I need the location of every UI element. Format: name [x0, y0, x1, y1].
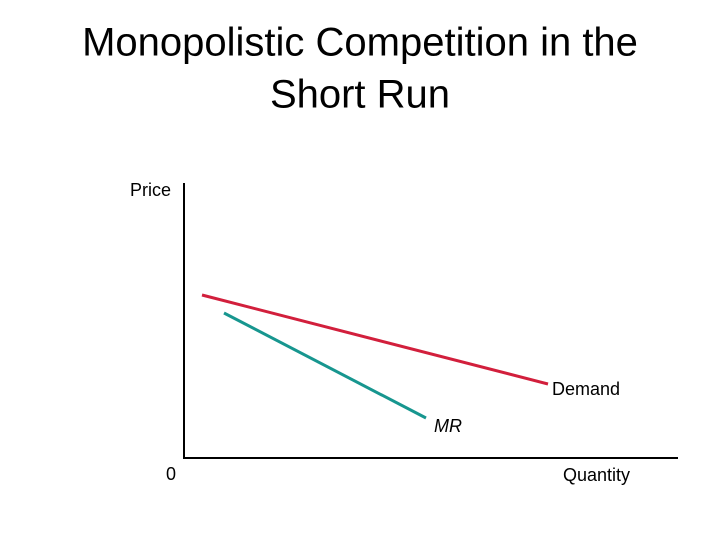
- mr-curve: [223, 311, 427, 420]
- mr-label: MR: [434, 416, 462, 436]
- origin-label: 0: [166, 464, 176, 484]
- x-axis-label: Quantity: [563, 465, 630, 485]
- demand-label: Demand: [552, 379, 620, 399]
- demand-curve: [201, 293, 549, 386]
- title-line: Short Run: [270, 73, 450, 117]
- y-axis-label: Price: [130, 180, 171, 200]
- title-line: Monopolistic Competition in the: [82, 21, 638, 65]
